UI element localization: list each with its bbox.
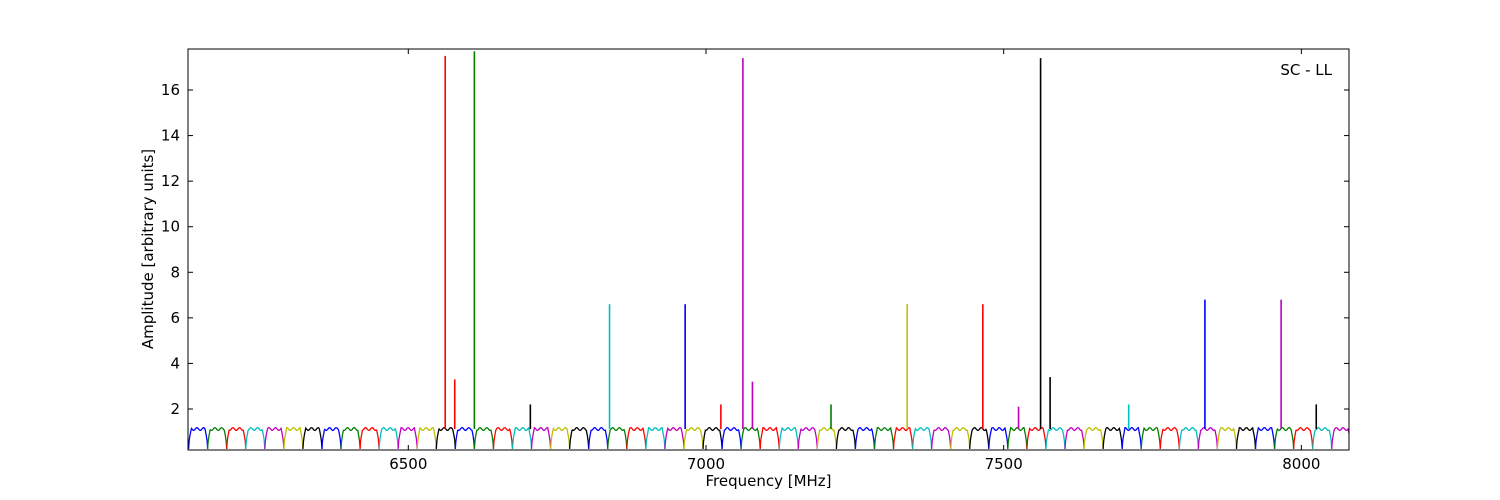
y-tick-label: 8 <box>170 263 180 281</box>
band-trace <box>435 427 456 449</box>
y-tick-label: 10 <box>161 218 180 236</box>
band-trace <box>511 426 533 449</box>
x-axis-ticks: 6500 7000 7500 8000 <box>389 49 1320 473</box>
band-trace <box>264 427 285 449</box>
band-trace <box>969 427 990 449</box>
band-trace <box>683 427 704 449</box>
band-trace <box>778 426 799 449</box>
y-tick-label: 16 <box>161 81 180 99</box>
band-trace <box>1026 426 1047 449</box>
band-trace <box>359 427 380 449</box>
band-trace <box>492 427 514 449</box>
band-trace <box>645 426 666 449</box>
band-trace <box>340 427 361 449</box>
band-trace <box>283 426 304 449</box>
band-trace <box>245 427 266 449</box>
band-trace <box>1312 427 1333 449</box>
band-trace <box>911 427 933 449</box>
x-tick-label: 7000 <box>687 455 725 473</box>
band-trace <box>1292 427 1314 449</box>
band-trace <box>588 427 609 449</box>
band-trace <box>549 427 571 449</box>
band-trace <box>873 426 895 449</box>
band-trace <box>702 427 723 449</box>
band-trace <box>892 426 914 449</box>
band-trace <box>1216 427 1238 449</box>
band-trace <box>397 426 418 449</box>
band-trace <box>607 427 628 449</box>
band-trace <box>530 426 552 449</box>
band-trace <box>626 427 647 449</box>
y-tick-label: 12 <box>161 172 180 190</box>
x-axis-label: Frequency [MHz] <box>705 472 831 490</box>
band-trace <box>721 427 742 449</box>
x-tick-label: 7500 <box>985 455 1023 473</box>
band-trace <box>206 427 228 449</box>
annotation-label: SC - LL <box>1280 61 1332 79</box>
band-trace <box>454 427 476 449</box>
band-trace <box>950 427 971 449</box>
band-trace <box>568 427 590 449</box>
band-trace <box>1254 426 1276 449</box>
plot-frame <box>187 48 1350 451</box>
band-trace <box>740 427 761 449</box>
band-trace <box>1273 427 1295 449</box>
y-tick-label: 6 <box>170 309 180 327</box>
band-trace <box>816 427 838 449</box>
band-trace <box>1178 427 1200 449</box>
y-tick-label: 2 <box>170 400 180 418</box>
band-trace <box>664 426 685 449</box>
y-axis-label: Amplitude [arbitrary units] <box>139 149 157 349</box>
band-trace <box>1140 426 1161 449</box>
x-tick-label: 8000 <box>1282 455 1320 473</box>
band-trace <box>188 426 209 449</box>
band-trace <box>1083 427 1104 449</box>
band-trace <box>1159 427 1180 449</box>
band-trace <box>416 426 437 449</box>
band-trace <box>473 427 495 449</box>
band-trace <box>302 426 323 449</box>
band-trace <box>1102 427 1123 449</box>
band-trace <box>1197 427 1219 449</box>
band-trace <box>378 427 399 449</box>
x-tick-label: 6500 <box>389 455 427 473</box>
band-trace <box>835 427 857 449</box>
band-trace <box>1045 427 1066 449</box>
band-trace <box>321 427 342 449</box>
band-trace <box>1331 427 1349 449</box>
band-trace <box>1351 428 1370 449</box>
band-trace <box>930 427 952 449</box>
y-axis-ticks: 2 4 6 8 10 12 14 16 <box>161 81 1349 418</box>
band-trace <box>1121 426 1142 449</box>
band-trace <box>1064 427 1085 449</box>
band-trace <box>797 427 818 449</box>
y-tick-label: 14 <box>161 127 180 145</box>
band-trace <box>988 426 1009 449</box>
band-trace <box>226 427 247 449</box>
band-trace <box>854 427 876 449</box>
spectrum-traces <box>188 51 1370 449</box>
band-trace <box>759 426 780 449</box>
band-trace <box>1007 426 1028 449</box>
band-trace <box>1235 426 1257 449</box>
y-tick-label: 4 <box>170 354 180 372</box>
